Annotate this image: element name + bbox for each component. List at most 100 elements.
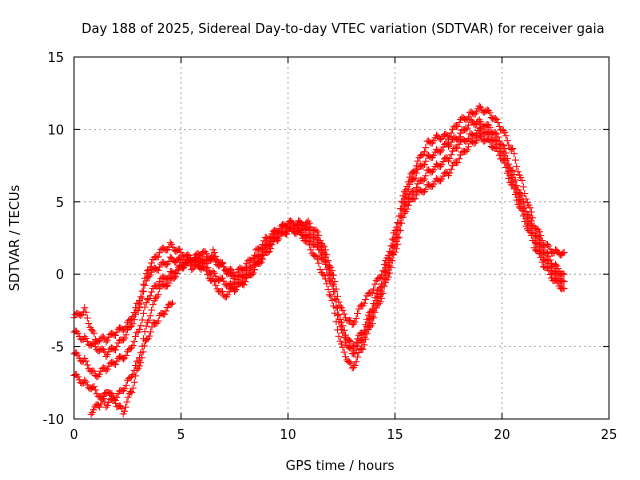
data-point: [329, 288, 337, 296]
data-point: [333, 304, 341, 312]
data-point: [138, 354, 146, 362]
data-point: [447, 151, 455, 159]
grid-lines: [74, 57, 609, 419]
data-point: [325, 291, 333, 299]
data-point: [146, 292, 154, 300]
data-point: [552, 275, 559, 283]
data-point: [161, 310, 169, 318]
data-point: [400, 209, 408, 217]
data-point: [493, 116, 501, 124]
data-point: [130, 316, 138, 324]
data-point: [319, 256, 327, 264]
data-point: [446, 141, 454, 149]
data-point: [438, 175, 446, 183]
data-point: [202, 250, 210, 258]
data-point: [148, 259, 156, 267]
data-point: [154, 317, 162, 325]
data-point: [399, 213, 407, 221]
x-axis-label: GPS time / hours: [286, 459, 395, 474]
data-point: [446, 169, 454, 177]
data-point: [455, 119, 463, 127]
data-point: [124, 393, 132, 401]
data-point: [148, 306, 156, 314]
data-point: [327, 278, 335, 286]
data-point: [350, 350, 358, 358]
data-point: [513, 196, 521, 204]
data-point: [210, 277, 218, 285]
data-point: [514, 168, 522, 176]
data-point: [386, 269, 394, 277]
data-point: [145, 273, 153, 281]
data-point: [505, 175, 513, 183]
data-point: [320, 272, 328, 280]
data-point: [477, 132, 485, 140]
data-point: [475, 102, 483, 110]
data-point: [119, 336, 127, 344]
data-point: [412, 191, 420, 199]
data-point: [509, 166, 517, 174]
data-point: [229, 275, 237, 283]
data-point: [305, 219, 313, 227]
y-tick-label: -10: [43, 413, 64, 428]
data-point: [430, 166, 438, 174]
data-point: [202, 267, 210, 275]
data-point: [319, 270, 327, 278]
data-point: [304, 223, 312, 231]
data-point: [411, 174, 419, 182]
data-point: [342, 353, 350, 361]
data-point: [362, 335, 370, 343]
data-point: [172, 258, 180, 266]
data-point: [74, 329, 82, 337]
data-point: [249, 269, 257, 277]
data-point: [264, 249, 272, 257]
data-point: [316, 251, 324, 259]
data-point: [130, 337, 138, 345]
data-point: [505, 141, 513, 149]
data-point: [535, 242, 543, 250]
data-point: [123, 398, 131, 406]
data-point: [103, 401, 111, 409]
data-point: [360, 334, 368, 342]
data-point: [354, 353, 362, 361]
data-point: [543, 240, 551, 248]
data-point: [477, 103, 485, 111]
data-point: [256, 260, 264, 268]
x-tick-label: 25: [601, 428, 618, 443]
data-point: [518, 206, 526, 214]
data-point: [398, 219, 406, 227]
data-point: [83, 314, 91, 322]
data-point: [128, 388, 136, 396]
x-tick-label: 15: [387, 428, 404, 443]
data-point: [82, 308, 90, 316]
data-point: [395, 234, 403, 242]
data-point: [491, 129, 499, 137]
data-point: [110, 395, 118, 403]
data-point: [332, 318, 340, 326]
data-point: [122, 352, 130, 360]
data-point: [360, 341, 368, 349]
data-point: [90, 339, 98, 347]
data-point: [352, 314, 360, 322]
x-tick-label: 5: [177, 428, 185, 443]
data-point: [371, 308, 379, 316]
data-point: [538, 258, 546, 266]
data-point: [200, 263, 208, 271]
data-point: [329, 302, 337, 310]
data-point: [527, 231, 535, 239]
data-point: [315, 259, 323, 267]
data-point: [90, 367, 98, 375]
data-point: [172, 273, 180, 281]
data-point: [200, 256, 208, 264]
data-point: [127, 388, 135, 396]
data-point: [212, 252, 220, 260]
data-point: [132, 311, 140, 319]
data-point: [499, 126, 507, 134]
data-point: [370, 314, 378, 322]
data-point: [502, 163, 510, 171]
data-point: [513, 163, 521, 171]
data-point: [339, 343, 347, 351]
y-tick-label: 10: [47, 123, 64, 138]
data-point: [154, 291, 162, 299]
data-point: [339, 329, 347, 337]
data-point: [218, 274, 226, 282]
